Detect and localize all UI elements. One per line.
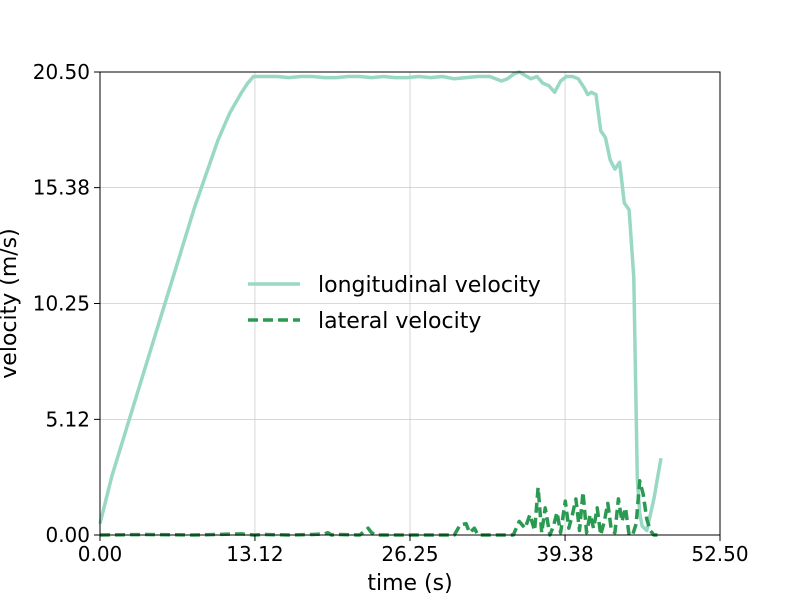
grid — [99, 71, 721, 536]
x-tick-label: 0.00 — [78, 542, 123, 566]
series-line-longitudinal — [98, 70, 663, 533]
series-lines — [98, 70, 663, 537]
y-tick-label: 0.00 — [45, 523, 90, 547]
x-axis-label: time (s) — [367, 571, 452, 596]
y-axis-label: velocity (m/s) — [0, 228, 22, 378]
legend: longitudinal velocity lateral velocity — [248, 273, 541, 334]
legend-label-lateral: lateral velocity — [318, 309, 481, 334]
x-tick-label: 52.50 — [691, 542, 748, 566]
y-tick-label: 10.25 — [33, 292, 90, 316]
x-tick-label: 13.12 — [226, 542, 283, 566]
y-tick-label: 15.38 — [33, 176, 90, 200]
x-tick-label: 26.25 — [381, 542, 438, 566]
series-line-lateral — [99, 479, 658, 537]
y-tick-label: 5.12 — [45, 407, 90, 431]
y-tick-label: 20.50 — [33, 60, 90, 84]
axis-ticks: 0.00 13.12 26.25 39.38 52.50 0.00 5.12 10.25 15.… — [33, 60, 749, 566]
legend-label-longitudinal: longitudinal velocity — [318, 273, 541, 298]
x-tick-label: 39.38 — [536, 542, 593, 566]
